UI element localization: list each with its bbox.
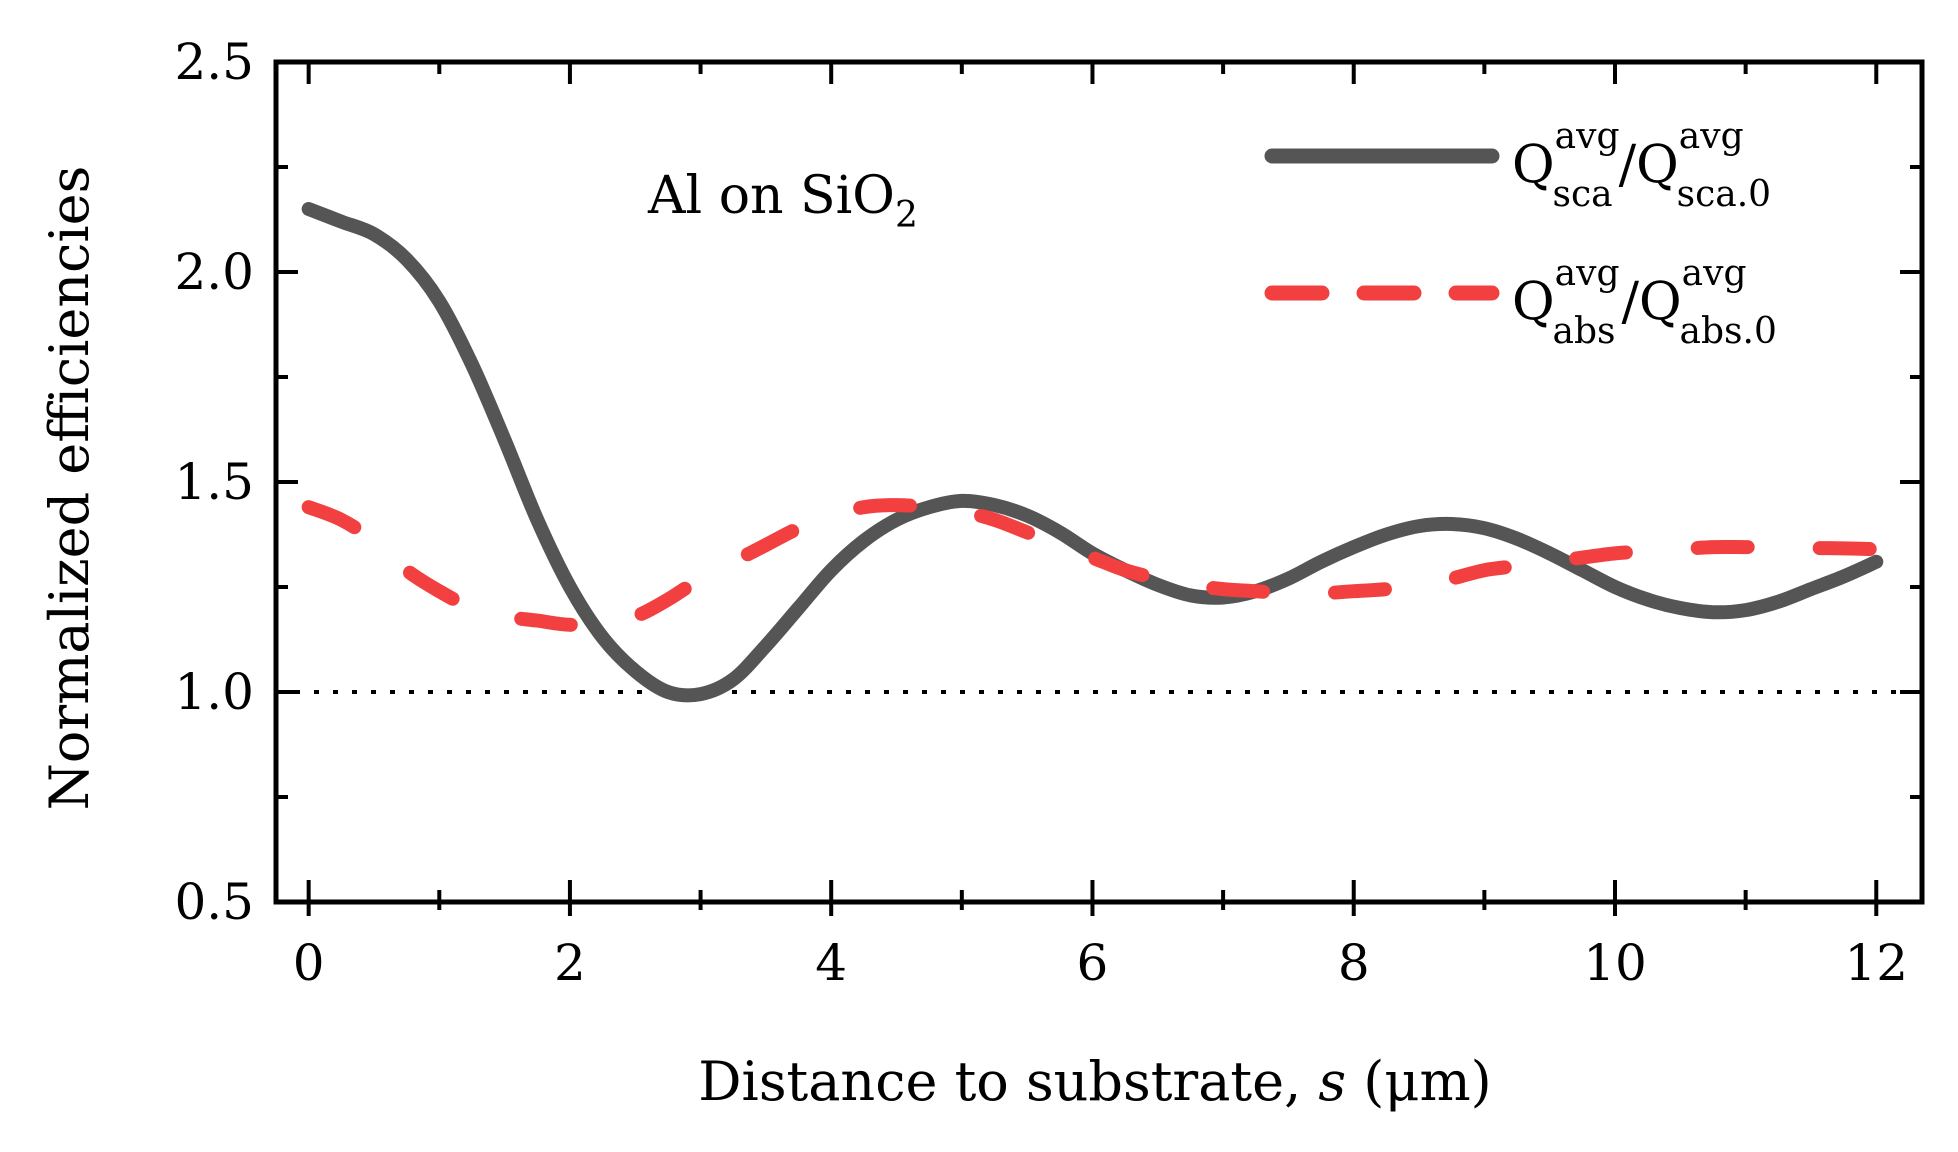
tick-labels-layer: 0 2 4 6 8 10 12 0.5 1.0 1.5 2.0 2.5 [174,33,1908,992]
y-tick-label: 1.0 [174,663,254,721]
x-tick-label: 4 [815,934,847,992]
y-tick-label: 2.5 [174,33,254,91]
series-layer [301,202,1884,703]
y-tick-label: 2.0 [174,243,254,301]
legend-label-absorption: Qavg abs/Qavg abs.0 [1512,253,1777,352]
x-tick-label: 8 [1338,934,1370,992]
x-axis-title: Distance to substrate, s (μm) [698,1050,1491,1113]
x-tick-label: 10 [1583,934,1647,992]
series-line-scattering [301,202,1884,703]
y-tick-label: 0.5 [174,873,254,931]
y-axis-title: Normalized efficiencies [38,166,101,811]
ticks-layer [276,60,1922,916]
annotation-label: Al on SiO2 [647,166,918,236]
series-line-absorption [301,498,1884,632]
y-tick-label: 1.5 [174,453,254,511]
legend-label-scattering: Qavg sca/Qavg sca.0 [1512,116,1771,215]
x-tick-label: 6 [1077,934,1109,992]
x-tick-label: 12 [1844,934,1908,992]
x-tick-label: 2 [554,934,586,992]
x-tick-label: 0 [293,934,325,992]
legend: Qavg sca/Qavg sca.0 Qavg abs/Qavg abs.0 [1264,116,1777,352]
